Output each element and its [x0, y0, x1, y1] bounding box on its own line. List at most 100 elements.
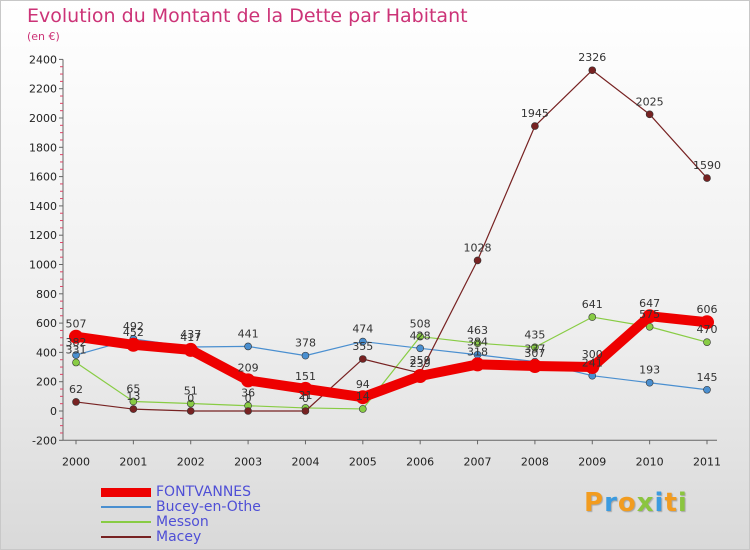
- data-label: 1590: [693, 159, 721, 172]
- data-label: 508: [410, 318, 431, 331]
- legend-item: FONTVANNES: [101, 485, 301, 500]
- data-point: [588, 313, 597, 321]
- data-point: [301, 407, 310, 415]
- data-label: 435: [524, 328, 545, 341]
- data-point: [470, 357, 485, 372]
- legend: FONTVANNES Bucey-en-Othe Messon Macey: [101, 485, 301, 545]
- y-tick-label: 2400: [29, 53, 57, 66]
- data-label: 13: [126, 390, 140, 403]
- legend-swatch: [101, 521, 151, 523]
- data-label: 51: [184, 385, 198, 398]
- series-line: [75, 69, 708, 412]
- y-tick-label: 800: [36, 288, 57, 301]
- chart-subtitle: (en €): [27, 30, 60, 43]
- data-point: [700, 315, 714, 330]
- data-label: 151: [295, 370, 316, 383]
- data-point: [359, 405, 367, 413]
- data-point: [588, 66, 597, 75]
- data-label: 428: [410, 329, 431, 342]
- data-point: [244, 407, 252, 415]
- x-tick-label: 2006: [406, 455, 434, 468]
- data-point: [416, 344, 424, 353]
- data-label: 384: [467, 336, 488, 349]
- data-point: [645, 378, 654, 387]
- data-point: [473, 339, 482, 347]
- data-label: 337: [524, 343, 545, 356]
- data-point: [129, 405, 138, 413]
- proxiti-logo: Proxiti: [584, 488, 688, 518]
- data-point: [703, 174, 711, 182]
- data-label: 193: [639, 364, 660, 377]
- data-point: [645, 110, 654, 119]
- y-tick-label: 1000: [29, 259, 57, 272]
- x-tick-label: 2008: [521, 455, 549, 468]
- data-label: 259: [410, 354, 431, 367]
- data-label: 641: [582, 298, 603, 311]
- data-label: 575: [639, 308, 660, 321]
- data-label: 209: [238, 361, 259, 374]
- data-label: 507: [66, 318, 87, 331]
- data-point: [531, 343, 539, 352]
- x-tick-label: 2010: [636, 455, 664, 468]
- data-label: 241: [582, 357, 603, 370]
- y-tick-label: 2200: [29, 83, 57, 96]
- data-label: 318: [467, 345, 488, 358]
- legend-item: Macey: [101, 530, 301, 545]
- x-tick-label: 2001: [119, 455, 147, 468]
- data-label: 300: [582, 348, 603, 361]
- data-point: [72, 398, 80, 406]
- y-tick-label: 1800: [29, 141, 57, 154]
- data-label: 606: [697, 303, 718, 316]
- data-label: 62: [69, 383, 83, 396]
- legend-label: Messon: [156, 514, 209, 530]
- data-point: [186, 399, 195, 408]
- data-label: 14: [356, 390, 370, 403]
- data-label: 94: [356, 378, 370, 391]
- data-label: 2326: [578, 51, 606, 64]
- data-point: [69, 329, 83, 344]
- y-tick-label: -200: [32, 434, 57, 447]
- data-label: 1028: [464, 241, 492, 254]
- data-label: 0: [245, 392, 252, 405]
- data-label: 65: [126, 382, 140, 395]
- x-tick-label: 2009: [578, 455, 606, 468]
- data-point: [301, 351, 310, 360]
- data-label: 239: [410, 357, 431, 370]
- legend-item: Messon: [101, 515, 301, 530]
- data-label: 474: [352, 323, 373, 336]
- data-label: 307: [524, 347, 545, 360]
- data-point: [703, 385, 711, 394]
- data-point: [585, 360, 600, 375]
- series-line: [71, 311, 712, 403]
- data-point: [241, 373, 256, 388]
- data-label: 1945: [521, 107, 549, 120]
- x-tick-label: 2000: [62, 455, 90, 468]
- x-tick-label: 2007: [464, 455, 492, 468]
- data-point: [126, 337, 141, 352]
- y-tick-label: 200: [36, 376, 57, 389]
- data-label: 0: [302, 392, 309, 405]
- x-tick-label: 2011: [693, 455, 721, 468]
- data-label: 2025: [636, 95, 664, 108]
- data-label: 470: [697, 323, 718, 336]
- legend-item: Bucey-en-Othe: [101, 500, 301, 515]
- data-label: 0: [187, 392, 194, 405]
- legend-swatch: [101, 536, 151, 538]
- data-point: [359, 355, 367, 363]
- data-label: 355: [352, 340, 373, 353]
- series-line: [75, 316, 708, 410]
- data-point: [355, 390, 370, 405]
- data-label: 382: [66, 336, 87, 349]
- series-messon: [72, 313, 711, 413]
- legend-label: Macey: [156, 529, 202, 545]
- legend-swatch: [101, 487, 151, 497]
- data-point: [359, 337, 367, 346]
- data-point: [72, 351, 80, 359]
- data-point: [244, 342, 252, 351]
- data-label: 452: [123, 326, 144, 339]
- series-macey: [72, 66, 711, 415]
- x-tick-label: 2002: [177, 455, 205, 468]
- data-label: 417: [180, 331, 201, 344]
